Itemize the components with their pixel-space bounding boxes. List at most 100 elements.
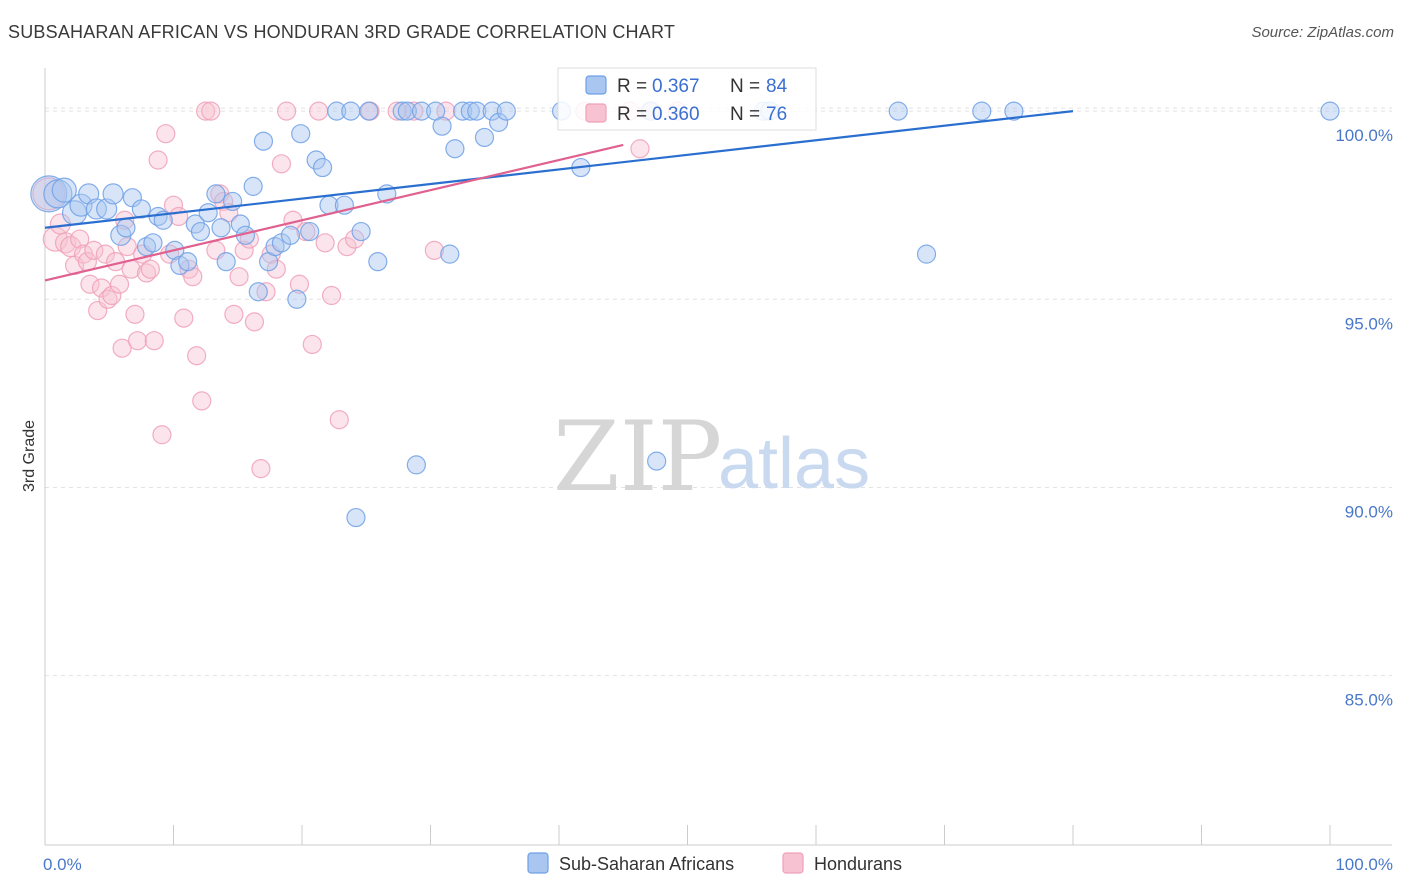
point-hondurans bbox=[136, 263, 157, 283]
legend-n-value-subsaharan: 84 bbox=[766, 76, 788, 97]
point-subsaharan bbox=[248, 282, 268, 302]
x-tick-label-min: 0.0% bbox=[43, 855, 82, 874]
point-hondurans bbox=[152, 425, 172, 445]
point-subsaharan bbox=[346, 507, 366, 528]
bottom-legend-swatch-subsaharan bbox=[527, 852, 549, 874]
point-hondurans bbox=[98, 289, 118, 309]
point-hondurans bbox=[345, 229, 365, 249]
bottom-legend-label-subsaharan: Sub-Saharan Africans bbox=[559, 854, 734, 874]
point-hondurans bbox=[271, 154, 292, 174]
chart-title: SUBSAHARAN AFRICAN VS HONDURAN 3RD GRADE… bbox=[8, 22, 676, 42]
point-hondurans bbox=[70, 229, 90, 249]
point-hondurans bbox=[302, 334, 322, 355]
point-subsaharan bbox=[253, 131, 274, 151]
point-hondurans bbox=[148, 150, 168, 170]
point-subsaharan bbox=[312, 157, 333, 178]
point-hondurans bbox=[91, 278, 112, 298]
point-hondurans bbox=[32, 177, 66, 211]
trend-lines bbox=[44, 110, 1074, 282]
point-subsaharan bbox=[474, 127, 495, 148]
point-subsaharan bbox=[211, 218, 231, 238]
point-hondurans bbox=[244, 312, 265, 332]
point-hondurans bbox=[289, 274, 310, 294]
point-hondurans bbox=[256, 282, 276, 302]
point-subsaharan bbox=[888, 101, 908, 121]
point-hondurans bbox=[404, 101, 424, 121]
point-subsaharan bbox=[178, 252, 198, 272]
point-hondurans bbox=[229, 267, 249, 287]
legend-r-value-hondurans: 0.360 bbox=[652, 104, 700, 125]
point-hondurans bbox=[234, 240, 254, 260]
point-subsaharan bbox=[280, 225, 301, 245]
legend-swatch-subsaharan bbox=[585, 75, 607, 95]
point-hondurans bbox=[276, 101, 297, 121]
point-subsaharan bbox=[143, 233, 163, 253]
legend-n-label-subsaharan: N = bbox=[730, 76, 760, 97]
point-hondurans bbox=[84, 240, 104, 260]
bottom-legend-swatch-hondurans bbox=[782, 852, 804, 874]
point-hondurans bbox=[224, 304, 244, 324]
point-hondurans bbox=[187, 346, 207, 366]
point-subsaharan bbox=[306, 150, 326, 170]
point-hondurans bbox=[196, 101, 216, 121]
y-tick-label: 85.0% bbox=[1345, 691, 1393, 710]
y-tick-label: 100.0% bbox=[1335, 126, 1393, 145]
point-subsaharan bbox=[432, 116, 452, 136]
point-subsaharan bbox=[453, 101, 473, 121]
trend-line-subsaharan bbox=[44, 110, 1074, 229]
legend-n-value-hondurans: 76 bbox=[766, 104, 787, 125]
point-subsaharan bbox=[198, 203, 218, 223]
point-subsaharan bbox=[397, 101, 417, 121]
point-hondurans bbox=[309, 101, 329, 121]
point-hondurans bbox=[174, 308, 194, 328]
legend-box: R = 0.367 N = 84 R = 0.360 N = 76 bbox=[557, 67, 817, 131]
watermark-atlas: atlas bbox=[718, 424, 870, 504]
point-subsaharan bbox=[440, 244, 460, 264]
point-subsaharan bbox=[351, 221, 371, 242]
legend-swatch-hondurans bbox=[585, 103, 607, 123]
point-subsaharan bbox=[190, 221, 211, 242]
point-hondurans bbox=[315, 233, 335, 253]
point-hondurans bbox=[387, 101, 407, 121]
point-subsaharan bbox=[489, 112, 509, 132]
point-hondurans bbox=[251, 459, 271, 479]
point-subsaharan bbox=[482, 101, 502, 121]
point-subsaharan bbox=[368, 252, 388, 272]
axes: 85.0% 90.0% 95.0% 100.0% 0.0% 100.0% bbox=[43, 68, 1393, 874]
point-subsaharan bbox=[341, 101, 361, 121]
point-hondurans bbox=[266, 259, 286, 279]
legend-r-value-subsaharan: 0.367 bbox=[652, 76, 700, 97]
point-subsaharan bbox=[287, 289, 307, 309]
x-tick-label-max: 100.0% bbox=[1335, 855, 1393, 874]
point-hondurans bbox=[156, 124, 176, 144]
point-subsaharan bbox=[327, 101, 347, 121]
point-subsaharan bbox=[445, 139, 465, 159]
bottom-legend: Sub-Saharan Africans Hondurans bbox=[527, 852, 902, 874]
point-hondurans bbox=[192, 391, 212, 411]
point-subsaharan bbox=[30, 175, 68, 213]
legend-r-label-subsaharan: R = bbox=[617, 76, 647, 97]
point-subsaharan bbox=[206, 184, 226, 204]
point-hondurans bbox=[436, 101, 456, 121]
point-hondurans bbox=[80, 274, 100, 294]
point-subsaharan bbox=[392, 101, 412, 121]
point-hondurans bbox=[321, 285, 342, 306]
point-subsaharan bbox=[647, 451, 667, 471]
point-hondurans bbox=[140, 259, 160, 279]
data-points bbox=[30, 101, 1340, 528]
point-subsaharan bbox=[916, 244, 937, 264]
point-subsaharan bbox=[230, 214, 250, 234]
watermark-zip: ZIP bbox=[553, 401, 722, 513]
legend-n-label-hondurans: N = bbox=[730, 104, 760, 125]
point-subsaharan bbox=[243, 176, 263, 196]
point-hondurans bbox=[329, 410, 349, 430]
point-hondurans bbox=[337, 236, 357, 257]
point-hondurans bbox=[144, 331, 164, 351]
legend-r-label-hondurans: R = bbox=[617, 104, 647, 125]
point-hondurans bbox=[117, 236, 137, 257]
point-hondurans bbox=[424, 240, 444, 260]
point-subsaharan bbox=[300, 221, 320, 242]
point-subsaharan bbox=[51, 177, 77, 203]
point-subsaharan bbox=[467, 101, 487, 121]
point-subsaharan bbox=[406, 455, 426, 475]
